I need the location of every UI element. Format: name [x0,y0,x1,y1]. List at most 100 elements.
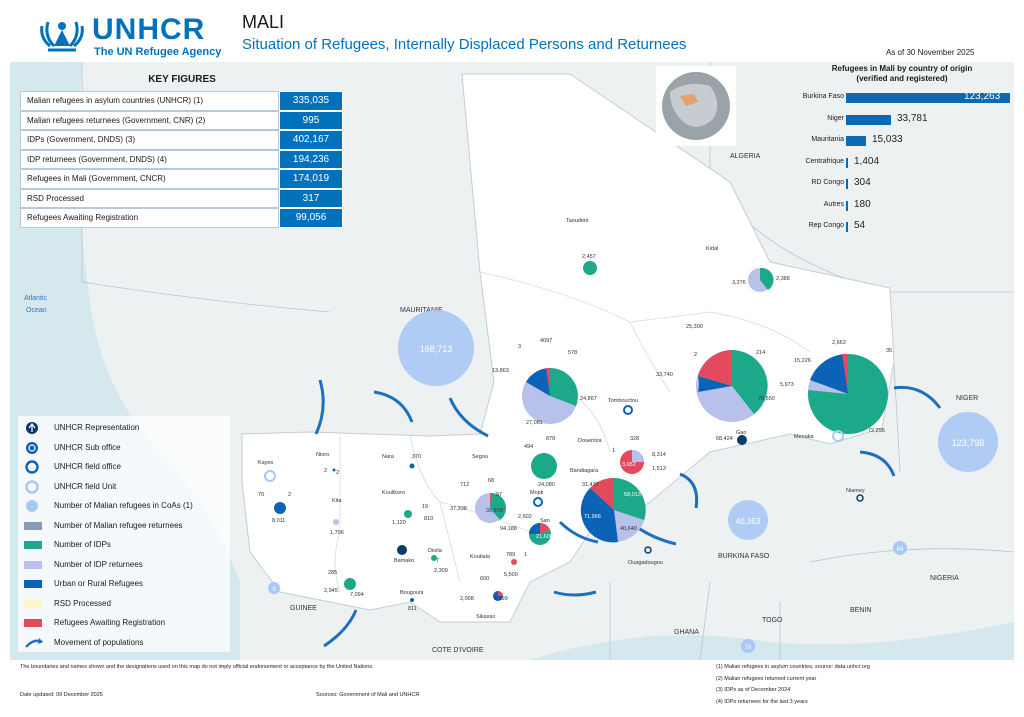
legend-label: Number of Malian refugee returnees [54,520,183,530]
pie-dioila [431,555,437,561]
value-label: 7 [436,558,439,564]
origin-bar-label: Autres [823,200,844,208]
key-figure-label: Malian refugees in asylum countries (UNH… [20,91,279,111]
legend-swatch [24,619,42,627]
label-mauritanie: MAURITANIE [400,307,443,314]
key-figure-value: 194,236 [279,149,343,169]
legend-item: Movement of populations [24,635,230,653]
legend-label: Number of IDP returnees [54,559,143,569]
legend: UNHCR Representation UNHCR Sub office UN… [18,416,230,652]
movement-arrow [893,385,942,409]
date-updated: Date updated: 09 December 2025 [20,692,103,698]
pie-mopti [531,453,557,479]
coa-circle-guinee [268,582,280,594]
legend-label: Number of Malian refugees in CoAs (1) [54,501,193,510]
pie-nara [409,463,415,469]
place-dioila: Dioila [428,548,443,554]
legend-item: Number of IDP returnees [24,557,230,575]
representation-icon [397,545,407,555]
place-sikasso: Sikasso [476,614,495,620]
offices [264,405,864,555]
value-label: 25,300 [686,324,703,330]
coa-circle-niger [938,412,998,472]
origin-bar [846,136,866,146]
coa-value-burkina: 40,353 [736,517,761,526]
field-office-icon [623,405,633,415]
origin-bar-row: Rep Congo 54 [784,219,1010,235]
value-label: 8,011 [272,518,285,524]
origin-bar-row: Autres 180 [784,198,1010,214]
field-office-icon [533,497,543,507]
place-koutiala: Koutiala [470,554,491,560]
coa-value-togo: 78 [745,645,752,651]
page-subtitle: Situation of Refugees, Internally Displa… [242,36,687,53]
legend-swatch [24,599,42,608]
disclaimer: The boundaries and names shown and the d… [20,664,374,670]
value-label: 24,080 [538,482,555,488]
pie-douentza [620,450,644,474]
value-label: 878 [546,436,555,442]
origin-chart: Refugees in Mali by country of origin (v… [784,64,1010,232]
value-label: 328 [630,436,639,442]
pie-bougouni [410,598,414,602]
pie-tombouctou [522,367,578,424]
key-figure-row: Refugees in Mali (Government, CNCR) 174,… [20,169,344,189]
key-figure-value: 317 [279,188,343,208]
place-ouagadougou: Ouagadougou [628,560,663,566]
place-bougouni: Bougouni [400,590,423,596]
pie-kayes [274,502,286,514]
place-tombouctou: Tombouctou [608,398,638,404]
value-label: 4097 [540,338,552,344]
key-figure-row: IDPs (Government, DNDS) (3) 402,167 [20,130,344,150]
value-label: 2 [336,470,339,476]
label-togo: TOGO [762,617,783,624]
place-bandiagara: Bandiagara [570,468,599,474]
legend-label: Urban or Rural Refugees [54,579,143,588]
place-kita: Kita [332,498,342,504]
value-label: 578 [568,350,577,356]
movement-arrow [558,520,599,544]
legend-label: Refugees Awaiting Registration [54,618,166,627]
coa-value-niger: 123,798 [952,438,985,448]
label-burkina: BURKINA FASO [718,553,770,560]
label-niger: NIGER [956,395,978,402]
value-label: 13,863 [492,368,509,374]
key-figures-panel: KEY FIGURES Malian refugees in asylum co… [20,72,344,228]
origin-bar-label: Mauritania [811,136,844,143]
value-label: 712 [460,482,469,488]
page-title: MALI [242,12,285,32]
field-unit-icon [832,430,844,442]
pie-gao [696,350,768,422]
origin-bar [846,222,848,232]
legend-label: Movement of populations [54,637,144,647]
place-nara: Nara [382,454,395,460]
sub-office-icon [737,435,747,445]
legend-label: UNHCR Sub office [54,442,121,452]
pie-kita [333,519,339,525]
footnote: (4) IDPs returnees for the last 3 years [716,698,808,705]
place-kidal: Kidal [706,246,718,252]
value-label: 5,973 [780,382,794,388]
value-label: 1,706 [330,530,344,536]
legend-label: RSD Processed [54,598,111,608]
representation-icon [26,422,38,434]
origin-bar-value: 180 [854,198,871,210]
legend-item: UNHCR Representation [24,420,230,438]
key-figure-value: 174,019 [279,169,343,189]
value-label: 2,457 [582,254,596,260]
pie-bandiagara [580,477,646,543]
value-label: 2,602 [518,514,532,520]
origin-bar [846,157,848,168]
field-unit-icon [264,470,276,482]
ouagadougou-office-icon [644,546,652,554]
value-label: 2,008 [460,596,474,602]
origin-bar-row: Mauritania 15,033 [784,133,1010,149]
mali-territory [241,73,895,623]
key-figure-value: 99,056 [279,208,343,228]
movement-arrow [323,609,358,648]
value-label: 7,094 [350,592,364,598]
value-label: 5,500 [504,572,518,578]
key-figure-label: Malian refugees returnees (Government, C… [20,110,279,130]
origin-bar-row: Centrafrique 1,404 [784,155,1010,171]
coa-circle-icon [26,500,38,512]
